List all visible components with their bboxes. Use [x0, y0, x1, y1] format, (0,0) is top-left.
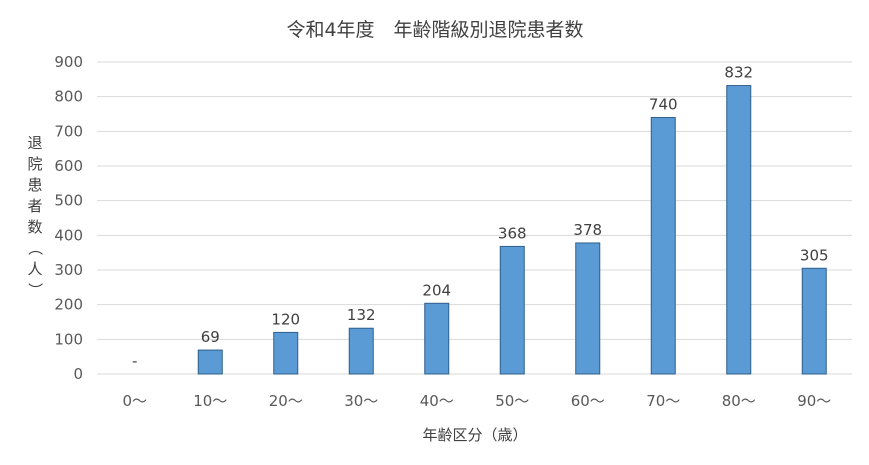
x-tick-label: 90～	[797, 392, 831, 410]
y-axis-title-char: 人	[27, 260, 42, 278]
data-label: 69	[201, 328, 220, 346]
x-tick-label: 0～	[122, 392, 147, 410]
x-tick-label: 70～	[646, 392, 680, 410]
y-axis-title-char: 院	[27, 155, 42, 173]
y-axis-ticks: 0 100 200 300 400 500 600 700 800 900	[54, 53, 83, 383]
y-axis-title: 退院患者数 （ 人 ）	[26, 134, 44, 298]
y-tick-label: 500	[54, 192, 83, 210]
data-label: 305	[800, 246, 829, 264]
bar	[424, 302, 450, 375]
x-tick-label: 10～	[193, 392, 227, 410]
bar	[801, 267, 827, 375]
bar	[348, 327, 374, 375]
bar	[499, 245, 525, 375]
data-labels: - 69 120 132 204 368 378 740 832 305	[132, 64, 829, 370]
y-tick-label: 400	[54, 226, 83, 244]
data-label: 368	[498, 224, 527, 242]
y-axis-title-char: 退	[27, 134, 42, 152]
x-axis-ticks: 0～ 10～ 20～ 30～ 40～ 50～ 60～ 70～ 80～ 90～	[122, 392, 831, 410]
y-tick-label: 0	[73, 365, 83, 383]
y-tick-label: 300	[54, 261, 83, 279]
chart-title: 令和4年度 年齢階級別退院患者数	[286, 19, 583, 41]
data-label: 204	[422, 281, 451, 299]
data-label: 378	[573, 221, 602, 239]
data-label: 132	[347, 306, 376, 324]
y-axis-title-char: 数	[27, 218, 42, 236]
x-tick-label: 50～	[495, 392, 529, 410]
bar	[273, 331, 299, 375]
data-label: -	[132, 352, 137, 370]
bars	[197, 85, 827, 375]
data-label: 120	[271, 310, 300, 328]
x-tick-label: 60～	[571, 392, 605, 410]
x-tick-label: 80～	[722, 392, 756, 410]
y-tick-label: 600	[54, 157, 83, 175]
bar	[726, 85, 752, 375]
gridlines	[97, 61, 852, 375]
y-tick-label: 700	[54, 122, 83, 140]
x-tick-label: 30～	[344, 392, 378, 410]
x-tick-label: 40～	[420, 392, 454, 410]
bar	[197, 349, 223, 375]
x-tick-label: 20～	[269, 392, 303, 410]
y-axis-title-char: 者	[27, 197, 42, 215]
y-axis-title-char: 患	[27, 176, 42, 194]
y-tick-label: 100	[54, 330, 83, 348]
bar	[575, 242, 601, 375]
y-tick-label: 800	[54, 88, 83, 106]
bar	[650, 116, 676, 375]
data-label: 740	[649, 95, 678, 113]
y-axis-title-char: （	[26, 240, 44, 255]
y-axis-title-char: ）	[26, 282, 44, 297]
y-tick-label: 900	[54, 53, 83, 71]
data-label: 832	[724, 64, 753, 82]
y-tick-label: 200	[54, 296, 83, 314]
x-axis-title: 年齢区分（歳）	[422, 426, 527, 444]
